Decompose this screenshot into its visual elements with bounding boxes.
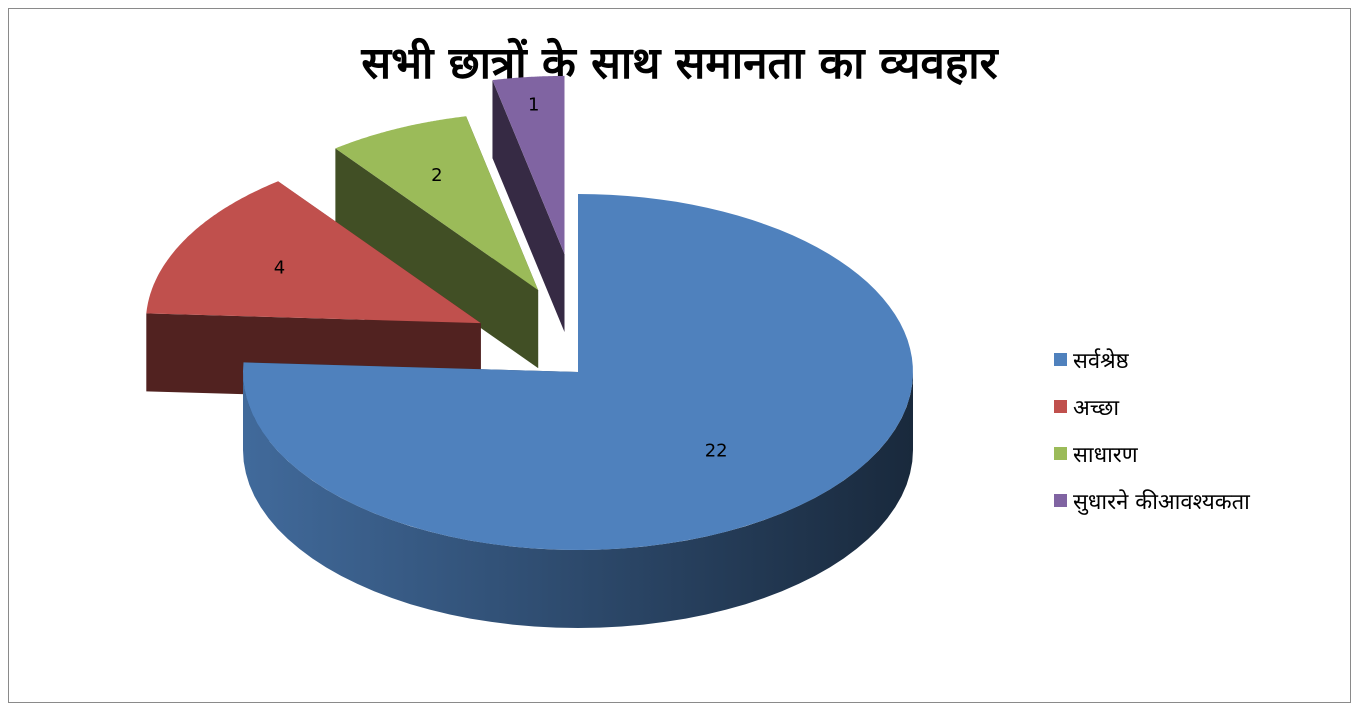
pie-slice-4 bbox=[492, 75, 565, 254]
legend-item-2: अच्छा bbox=[1054, 383, 1250, 430]
legend-swatch-2 bbox=[1054, 400, 1067, 413]
data-label-3: 2 bbox=[431, 165, 442, 186]
pie-slice-group-4 bbox=[492, 75, 565, 332]
legend-label-1: सर्वश्रेष्ठ bbox=[1073, 348, 1129, 374]
pie-slice-group-2 bbox=[146, 181, 481, 402]
pie-slice-group-3 bbox=[335, 116, 539, 369]
legend-label-2: अच्छा bbox=[1073, 395, 1120, 421]
legend-item-4: सुधारने कीआवश्यकता bbox=[1054, 477, 1250, 524]
legend: सर्वश्रेष्ठ अच्छा साधारण सुधारने कीआवश्यकता bbox=[1054, 336, 1250, 524]
legend-label-3: साधारण bbox=[1073, 442, 1138, 468]
pie-slice-wall-4-1 bbox=[492, 80, 565, 332]
pie-slice-wall-3-1 bbox=[335, 148, 539, 369]
legend-label-4: सुधारने कीआवश्यकता bbox=[1073, 489, 1250, 515]
pie-slice-2 bbox=[146, 181, 481, 324]
data-label-4: 1 bbox=[528, 95, 539, 116]
pie-slice-1 bbox=[243, 194, 913, 550]
data-label-1: 22 bbox=[705, 441, 728, 462]
pie-slice-side-1 bbox=[243, 372, 913, 628]
pie-slice-group-1 bbox=[243, 194, 913, 628]
legend-item-1: सर्वश्रेष्ठ bbox=[1054, 336, 1250, 383]
chart-title: सभी छात्रों के साथ समानता का व्यवहार bbox=[361, 38, 998, 89]
legend-swatch-4 bbox=[1054, 494, 1067, 507]
pie-slice-3 bbox=[335, 116, 539, 291]
data-label-2: 4 bbox=[274, 257, 285, 278]
legend-swatch-1 bbox=[1054, 353, 1067, 366]
legend-swatch-3 bbox=[1054, 447, 1067, 460]
legend-item-3: साधारण bbox=[1054, 430, 1250, 477]
